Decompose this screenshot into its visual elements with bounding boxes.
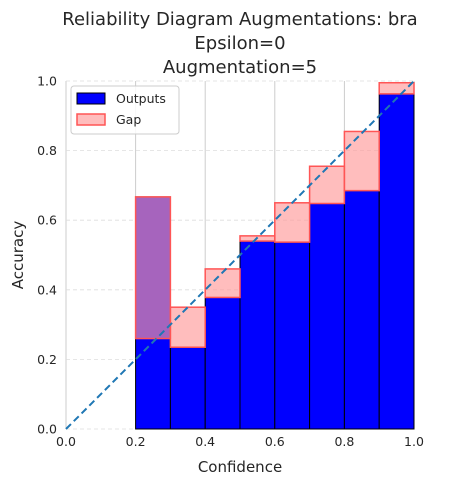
output-bar-8 bbox=[343, 190, 380, 430]
legend-label-gap: Gap bbox=[116, 112, 141, 127]
y-tick-label-2: 0.4 bbox=[37, 282, 57, 297]
y-tick-label-0: 0.0 bbox=[37, 422, 57, 437]
output-bar-4 bbox=[204, 296, 241, 430]
y-tick-label-3: 0.6 bbox=[37, 213, 57, 228]
output-bar-6 bbox=[274, 241, 311, 430]
output-bar-7 bbox=[309, 202, 345, 430]
legend: Outputs Gap bbox=[70, 85, 180, 135]
gap-bar-6 bbox=[274, 202, 311, 243]
diagonal-line-group bbox=[65, 80, 415, 430]
y-tick-label-5: 1.0 bbox=[37, 74, 57, 89]
x-tick-label-2: 0.4 bbox=[195, 434, 215, 449]
title-line-3: Augmentation=5 bbox=[163, 57, 317, 78]
legend-label-outputs: Outputs bbox=[116, 91, 166, 106]
title-line-1: Reliability Diagram Augmentations: bra bbox=[62, 9, 417, 30]
output-bar-3 bbox=[169, 346, 206, 430]
x-tick-label-5: 1.0 bbox=[404, 434, 424, 449]
y-tick-label-4: 0.8 bbox=[37, 143, 57, 158]
x-tick-labels: 0.0 0.2 0.4 0.6 0.8 1.0 bbox=[56, 434, 424, 449]
gap-bar-8 bbox=[343, 130, 380, 192]
chart-title: Reliability Diagram Augmentations: bra E… bbox=[62, 9, 417, 78]
x-axis-label: Confidence bbox=[198, 458, 282, 476]
gap-bar-7 bbox=[308, 165, 346, 205]
output-bar-9 bbox=[378, 93, 415, 430]
x-tick-label-4: 0.8 bbox=[334, 434, 354, 449]
perfect-calibration-line bbox=[65, 80, 415, 430]
legend-swatch-outputs bbox=[76, 92, 106, 105]
legend-swatch-gap bbox=[76, 113, 106, 126]
y-tick-labels: 0.0 0.2 0.4 0.6 0.8 1.0 bbox=[37, 74, 57, 437]
gap-bars bbox=[134, 81, 415, 348]
title-line-2: Epsilon=0 bbox=[194, 33, 285, 54]
output-bar-5 bbox=[239, 240, 276, 430]
gap-bar-2 bbox=[134, 196, 172, 340]
x-tick-label-1: 0.2 bbox=[126, 434, 146, 449]
gap-bar-3 bbox=[169, 306, 206, 348]
y-axis-label: Accuracy bbox=[9, 221, 27, 290]
x-tick-label-0: 0.0 bbox=[56, 434, 76, 449]
gap-bar-9 bbox=[378, 81, 415, 95]
y-tick-label-1: 0.2 bbox=[37, 352, 57, 367]
x-tick-label-3: 0.6 bbox=[265, 434, 285, 449]
